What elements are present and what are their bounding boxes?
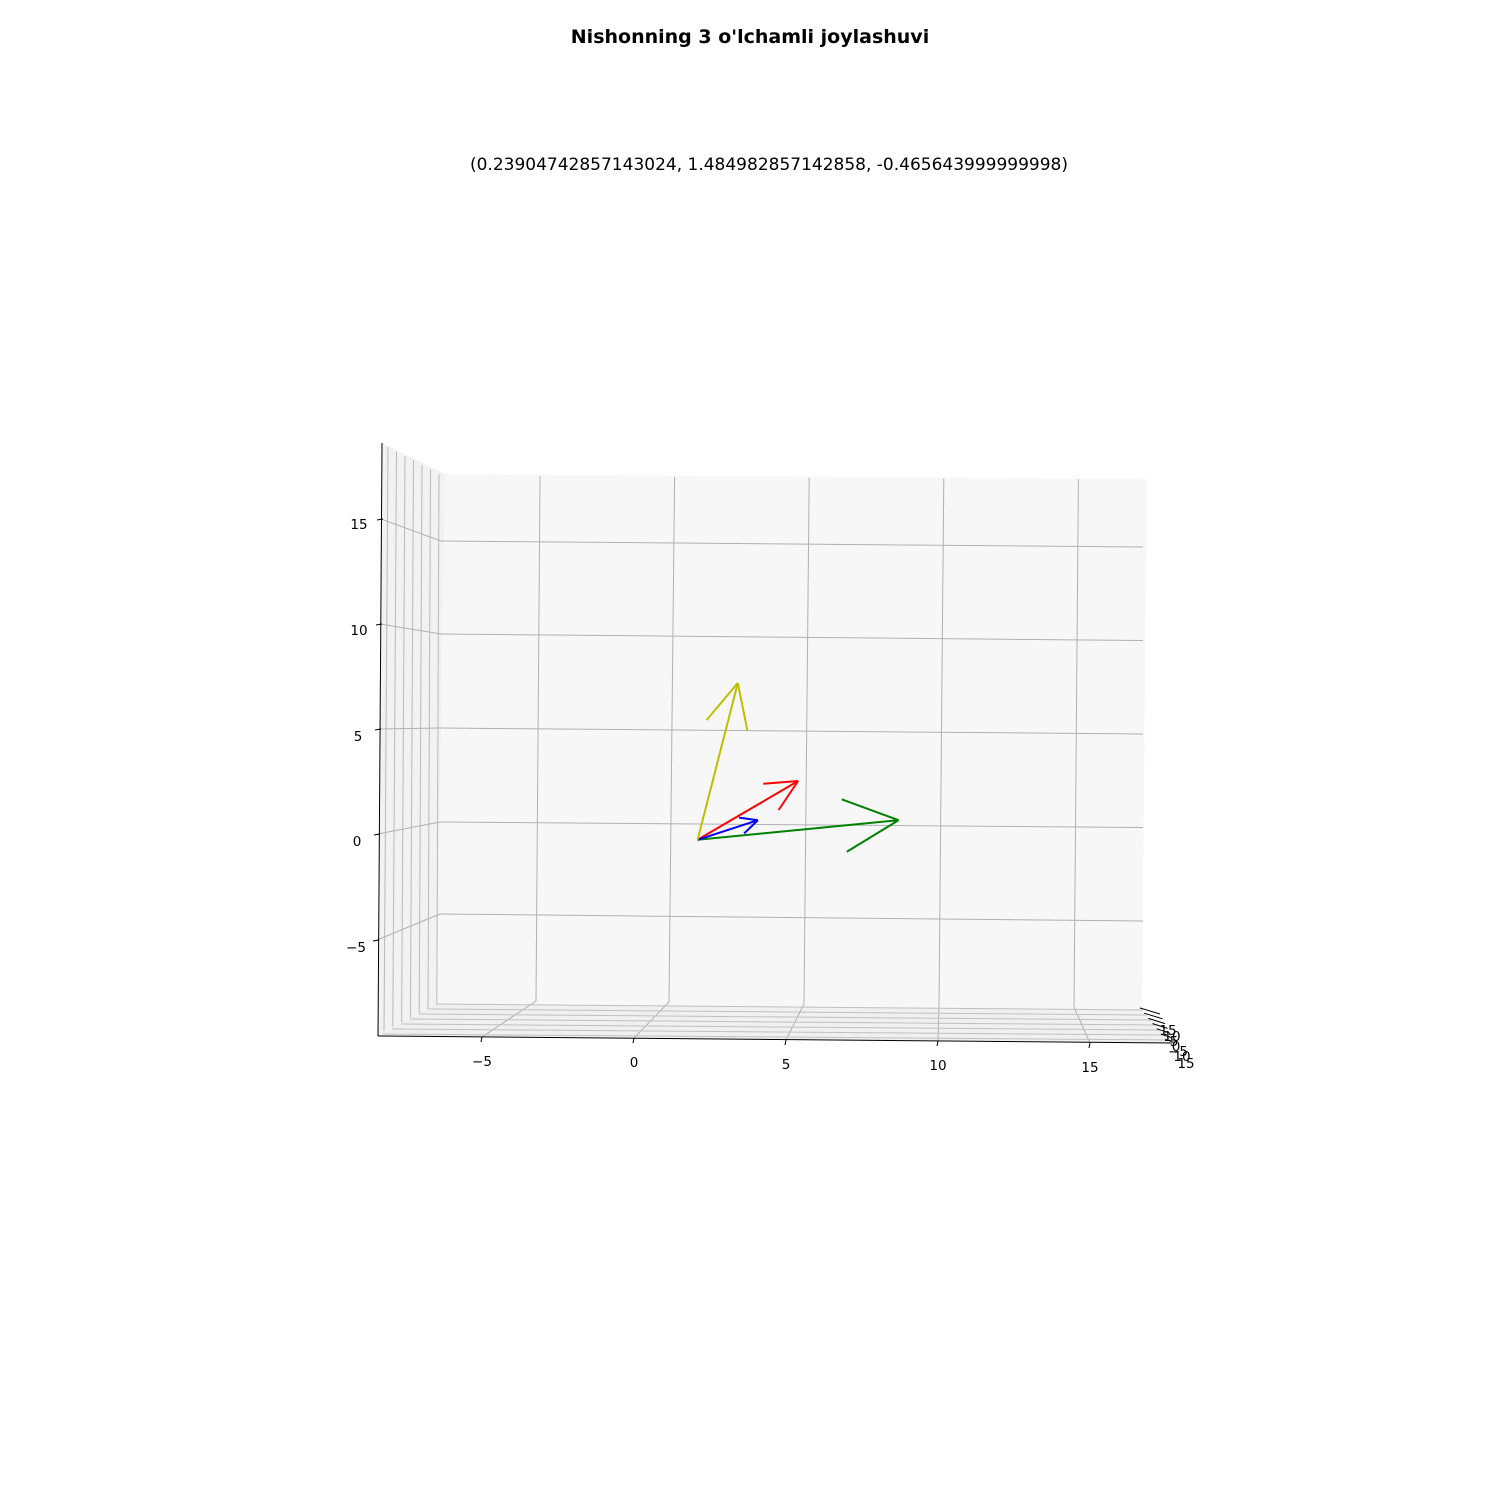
z-tick-label: 15 <box>350 517 367 533</box>
y-tick <box>1152 1023 1168 1029</box>
back-pane <box>437 474 1147 1009</box>
x-tick <box>936 1040 939 1047</box>
x-tick-label: 0 <box>630 1055 639 1071</box>
z-tick <box>372 939 380 942</box>
side-grid-line <box>378 727 441 730</box>
depth-line-floor <box>418 1013 1152 1021</box>
side-grid-line <box>377 821 441 835</box>
grid-line-x <box>803 477 810 1005</box>
floor-grid-line <box>1073 1006 1091 1044</box>
depth-line-side <box>392 451 397 1027</box>
vector-head <box>738 816 759 822</box>
depth-line-floor <box>409 1018 1156 1026</box>
y-tick-label: 15 <box>1159 1023 1176 1039</box>
vector-head <box>736 682 749 731</box>
depth-line-side <box>383 446 389 1032</box>
depth-line-side <box>401 455 406 1023</box>
y-tick-label: 15 <box>1177 1056 1194 1072</box>
vector-arrows <box>696 682 900 853</box>
z-tick <box>373 833 381 836</box>
y-tick <box>1156 1028 1171 1034</box>
vector-head <box>777 780 799 811</box>
vector-shaft <box>697 780 799 841</box>
y-tick <box>1139 1007 1161 1015</box>
depth-lines <box>382 446 1170 1041</box>
vector-head <box>846 819 900 853</box>
depth-line-floor <box>382 1033 1170 1041</box>
x-tick-label: 5 <box>782 1057 791 1073</box>
x-tick-label: 15 <box>1081 1060 1098 1076</box>
x-tick-label: 10 <box>929 1058 946 1074</box>
side-grid-line <box>380 518 442 542</box>
vector-head <box>763 780 799 785</box>
y-tick <box>1160 1033 1173 1039</box>
grid-line-z <box>440 633 1144 641</box>
depth-line-side <box>409 460 414 1018</box>
chart-title: Nishonning 3 o'lchamli joylashuvi <box>570 26 930 48</box>
grid-line-z <box>439 727 1144 735</box>
depth-line-side <box>418 464 423 1014</box>
x-tick <box>1088 1042 1091 1049</box>
chart-subtitle: (0.23904742857143024, 1.484982857142858,… <box>469 155 1069 175</box>
x-tick <box>632 1037 635 1044</box>
z-tick-label: −5 <box>346 940 366 956</box>
vector-head <box>705 682 739 721</box>
y-tick <box>1148 1017 1166 1025</box>
grid-line-z <box>440 540 1144 548</box>
y-tick <box>1144 1012 1163 1020</box>
x-tick-label: −5 <box>472 1054 492 1070</box>
depth-line-side <box>436 473 440 1005</box>
vector-head <box>841 798 899 822</box>
floor-grid-line <box>481 1000 537 1038</box>
y-tick-label: 10 <box>1173 1049 1190 1065</box>
z-axis-line <box>377 442 383 1037</box>
vector-shaft <box>697 819 759 841</box>
x-tick <box>784 1039 787 1046</box>
y-tick-label: 10 <box>1163 1029 1180 1045</box>
depth-line-floor <box>427 1008 1147 1016</box>
x-tick <box>480 1036 483 1043</box>
z-tick <box>375 623 383 626</box>
grid-line-x <box>1073 479 1079 1008</box>
depth-line-floor <box>391 1028 1165 1036</box>
grid-line-x <box>535 475 541 1002</box>
y-tick-label: 0 <box>1172 1039 1181 1055</box>
vector-shaft <box>696 682 739 841</box>
vector-shaft <box>697 819 899 841</box>
vector-head <box>743 819 759 835</box>
z-tick-label: 0 <box>353 834 362 850</box>
floor-grid-line <box>633 1001 670 1039</box>
depth-line-floor <box>400 1023 1161 1031</box>
depth-line-floor <box>436 1003 1143 1011</box>
z-tick <box>376 518 384 521</box>
z-tick <box>374 728 382 731</box>
grid-line-x <box>938 478 945 1006</box>
side-grid-line <box>379 623 442 635</box>
y-tick <box>1165 1038 1176 1044</box>
y-tick-label: 5 <box>1170 1034 1179 1050</box>
grid-line-x <box>668 476 676 1003</box>
z-tick-label: 10 <box>350 623 367 639</box>
y-tick-label: −5 <box>1168 1044 1188 1060</box>
depth-line-side <box>427 469 431 1010</box>
z-tick-label: 5 <box>354 729 363 745</box>
side-grid-line <box>376 913 441 941</box>
axis-ticks <box>372 518 1176 1049</box>
x-axis-line <box>377 1035 1173 1044</box>
grid-line-z <box>439 913 1144 922</box>
grid-line-z <box>439 821 1144 828</box>
grid-lines <box>376 475 1144 1044</box>
